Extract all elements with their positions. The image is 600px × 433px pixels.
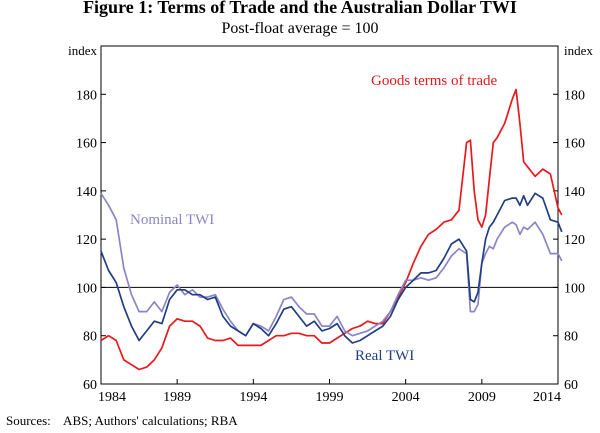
chart-subtitle: Post-float average = 100 xyxy=(221,20,379,37)
y-tick-label-left: 80 xyxy=(83,330,97,345)
y-tick-label-left: 60 xyxy=(83,378,97,393)
x-tick-label: 1989 xyxy=(163,390,191,405)
series-lines xyxy=(100,88,563,371)
series-goods-terms-of-trade xyxy=(100,88,563,371)
x-tick-label: 2004 xyxy=(392,390,420,405)
x-tick-labels: 1984 1989 1994 1999 2004 2009 2014 xyxy=(98,390,561,405)
label-goods-terms-of-trade: Goods terms of trade xyxy=(371,73,498,89)
y-tick-label-right: 120 xyxy=(564,233,585,248)
x-tick-label: 1984 xyxy=(98,390,126,405)
chart-title: Figure 1: Terms of Trade and the Austral… xyxy=(83,0,517,17)
sources-note: Sources: ABS; Authors' calculations; RBA xyxy=(6,413,238,428)
x-tick-label: 2009 xyxy=(468,390,496,405)
y-tick-label-left: 140 xyxy=(76,185,97,200)
series-nominal-twi xyxy=(100,192,563,337)
y-tick-label-left: 100 xyxy=(76,281,97,296)
label-real-twi: Real TWI xyxy=(355,348,414,364)
x-tick-label: 2014 xyxy=(533,390,561,405)
y-tick-label-right: 180 xyxy=(564,88,585,103)
y-tick-label-right: 80 xyxy=(564,330,578,345)
y-tick-label-right: 160 xyxy=(564,137,585,152)
series-real-twi xyxy=(100,192,563,344)
y-tick-labels: 60 60 80 80 100 100 120 120 140 140 160 160 180 180 xyxy=(76,88,585,393)
x-tick-label: 1999 xyxy=(316,390,344,405)
y-tick-label-right: 140 xyxy=(564,185,585,200)
y-tick-label-left: 120 xyxy=(76,233,97,248)
y-tick-label-left: 180 xyxy=(76,88,97,103)
y-unit-left: index xyxy=(68,43,97,58)
y-unit-right: index xyxy=(564,43,593,58)
axis-ticks xyxy=(100,93,559,385)
y-tick-label-left: 160 xyxy=(76,137,97,152)
y-tick-label-right: 60 xyxy=(564,378,578,393)
x-tick-label: 1994 xyxy=(239,390,267,405)
label-nominal-twi: Nominal TWI xyxy=(130,212,214,228)
y-tick-label-right: 100 xyxy=(564,281,585,296)
